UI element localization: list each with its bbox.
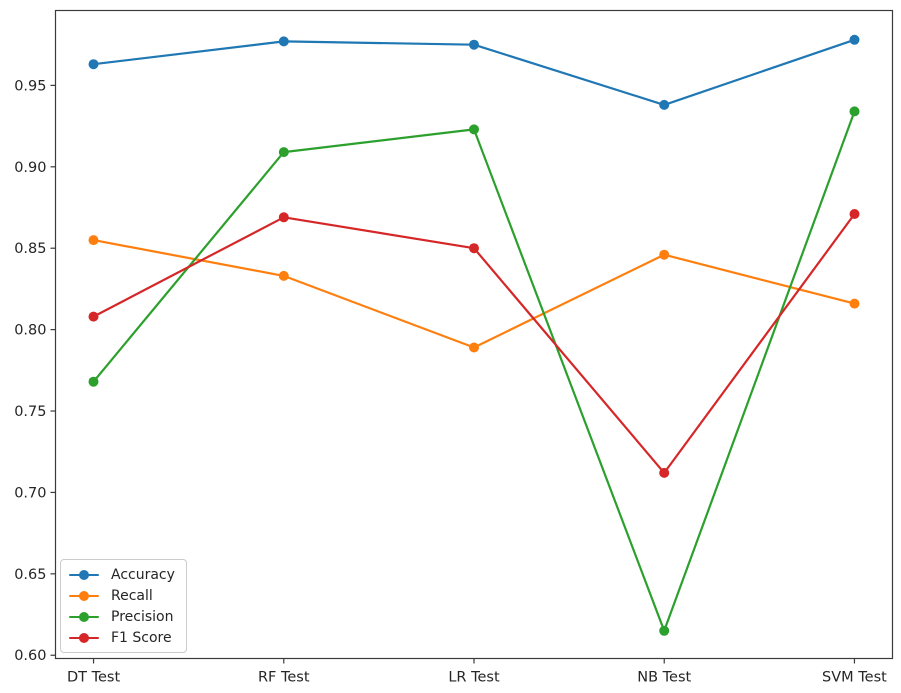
data-point-accuracy-nb-test (659, 99, 670, 110)
data-point-f1-score-lr-test (469, 243, 479, 254)
data-point-accuracy-svm-test (849, 34, 860, 45)
y-tick-label: 0.70 (14, 485, 46, 501)
y-tick-label: 0.85 (14, 241, 46, 257)
data-point-precision-nb-test (659, 625, 670, 636)
y-tick-label: 0.65 (14, 567, 46, 583)
legend-line-marker-accuracy (69, 569, 99, 581)
data-point-recall-lr-test (469, 342, 479, 353)
legend-label-precision: Precision (111, 608, 174, 625)
legend-entry-recall: Recall (69, 586, 178, 606)
y-tick-label: 0.95 (14, 78, 46, 94)
x-tick-label-nb-test: NB Test (637, 670, 691, 686)
y-tick-label: 0.60 (14, 648, 46, 664)
legend-entry-accuracy: Accuracy (69, 565, 178, 585)
legend-line-marker-f1-score (69, 632, 99, 644)
data-point-accuracy-rf-test (278, 36, 289, 47)
y-tick-label: 0.75 (14, 404, 46, 420)
data-point-precision-lr-test (469, 124, 479, 135)
y-tick-label: 0.90 (14, 160, 46, 176)
legend-label-recall: Recall (111, 587, 153, 604)
data-point-recall-nb-test (659, 249, 670, 260)
data-point-f1-score-rf-test (278, 212, 289, 223)
legend-box: Accuracy Recall Precision F1 Score (60, 559, 187, 653)
data-point-f1-score-svm-test (849, 209, 860, 219)
legend-label-accuracy: Accuracy (111, 566, 175, 583)
y-tick-label: 0.80 (14, 323, 46, 339)
x-tick-label-dt-test: DT Test (67, 670, 121, 686)
x-tick-label-lr-test: LR Test (448, 670, 500, 686)
legend-entry-f1-score: F1 Score (69, 628, 178, 648)
legend-entry-precision: Precision (69, 607, 178, 627)
data-point-recall-dt-test (88, 235, 99, 246)
data-point-precision-svm-test (849, 106, 860, 117)
data-point-recall-svm-test (849, 298, 860, 309)
legend-line-marker-precision (69, 611, 99, 623)
legend-line-marker-recall (69, 590, 99, 602)
data-point-accuracy-dt-test (88, 59, 99, 70)
legend-label-f1-score: F1 Score (111, 629, 172, 646)
data-point-f1-score-dt-test (88, 311, 99, 322)
data-point-precision-dt-test (88, 376, 99, 387)
data-point-accuracy-lr-test (469, 39, 479, 50)
x-tick-label-svm-test: SVM Test (822, 670, 887, 686)
data-point-precision-rf-test (278, 147, 289, 158)
x-tick-label-rf-test: RF Test (258, 670, 310, 686)
data-point-f1-score-nb-test (659, 467, 670, 478)
data-point-recall-rf-test (278, 270, 289, 281)
